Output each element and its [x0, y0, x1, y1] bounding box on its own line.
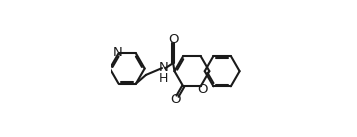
- Text: N: N: [159, 61, 169, 74]
- Text: O: O: [168, 33, 178, 46]
- Text: O: O: [197, 83, 208, 96]
- Text: H: H: [159, 72, 168, 85]
- Text: N: N: [112, 46, 122, 59]
- Text: O: O: [171, 93, 181, 106]
